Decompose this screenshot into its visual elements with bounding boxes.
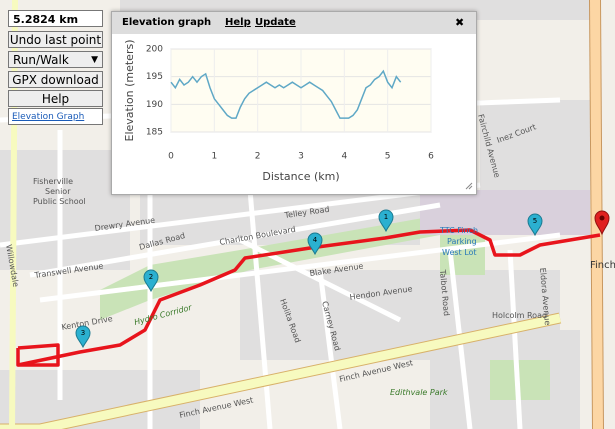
popup-update[interactable]: Update bbox=[255, 17, 296, 28]
park-label: Hydro Corridor bbox=[133, 303, 193, 327]
x-axis-title: Distance (km) bbox=[262, 170, 339, 183]
street-label: Talbot Road bbox=[438, 268, 451, 316]
marker[interactable]: 1 bbox=[378, 209, 394, 233]
marker[interactable]: 5 bbox=[527, 213, 543, 237]
poi-label: Public School bbox=[33, 197, 86, 206]
marker-label: 2 bbox=[149, 273, 153, 281]
dropdown-arrow: ▼ bbox=[91, 55, 98, 65]
mode-select[interactable]: Run/Walk ▼ bbox=[8, 51, 103, 68]
elevation-chart: 185 190 195 200 0 1 2 3 4 5 6 Distance (km) Elevatio… bbox=[123, 40, 473, 190]
y-tick-label: 195 bbox=[146, 72, 163, 82]
route-markers: 1 2 3 4 5 bbox=[75, 209, 610, 349]
help-button[interactable]: Help bbox=[8, 90, 103, 107]
x-tick-label: 0 bbox=[168, 152, 174, 162]
marker-label: 1 bbox=[384, 213, 388, 221]
y-tick-label: 185 bbox=[146, 128, 163, 138]
popup-close[interactable]: ✖ bbox=[455, 16, 465, 29]
marker-label: 5 bbox=[533, 217, 537, 225]
x-tick-label: 1 bbox=[211, 152, 217, 162]
y-tick-label: 200 bbox=[146, 45, 163, 55]
marker[interactable]: 3 bbox=[75, 325, 91, 349]
mode-value: Run/Walk bbox=[13, 53, 69, 67]
poi-label: Finch bbox=[590, 260, 615, 271]
poi-label: TTC Finch bbox=[439, 226, 478, 235]
poi-label: Fisherville bbox=[33, 177, 73, 186]
street-label: Holcolm Road bbox=[492, 311, 547, 320]
distance-display: 5.2824 km bbox=[8, 10, 103, 27]
undo-button[interactable]: Undo last point bbox=[8, 31, 103, 48]
x-tick-label: 6 bbox=[428, 152, 434, 162]
resize-grip bbox=[465, 182, 473, 190]
y-axis-title: Elevation (meters) bbox=[123, 40, 136, 142]
popup-help[interactable]: Help bbox=[225, 17, 251, 28]
park-label: Edithvale Park bbox=[390, 388, 448, 397]
finch-avenue bbox=[0, 313, 561, 429]
marker[interactable]: 2 bbox=[143, 269, 159, 293]
end-marker[interactable] bbox=[594, 210, 610, 236]
route bbox=[16, 228, 601, 367]
marker-label: 4 bbox=[313, 236, 318, 244]
x-tick-label: 2 bbox=[255, 152, 261, 162]
x-tick-label: 3 bbox=[298, 152, 304, 162]
elevation-popup: Elevation graph Help Update ✖ 185 190 195 2… bbox=[111, 11, 477, 195]
popup-header: Elevation graph Help Update ✖ bbox=[112, 12, 476, 34]
elevation-link[interactable]: Elevation Graph bbox=[8, 108, 103, 125]
popup-title: Elevation graph bbox=[122, 17, 212, 28]
y-tick-label: 190 bbox=[146, 100, 163, 110]
x-tick-label: 4 bbox=[341, 152, 347, 162]
poi-label: Senior bbox=[45, 187, 71, 196]
marker[interactable]: 4 bbox=[307, 232, 323, 256]
marker-label: 3 bbox=[81, 329, 85, 337]
gpx-button[interactable]: GPX download bbox=[8, 71, 103, 88]
parking bbox=[420, 190, 590, 235]
park bbox=[440, 235, 485, 275]
x-tick-label: 5 bbox=[385, 152, 391, 162]
poi-label: Parking bbox=[447, 237, 477, 246]
elevation-line bbox=[170, 69, 402, 119]
poi-label: West Lot bbox=[442, 248, 477, 257]
